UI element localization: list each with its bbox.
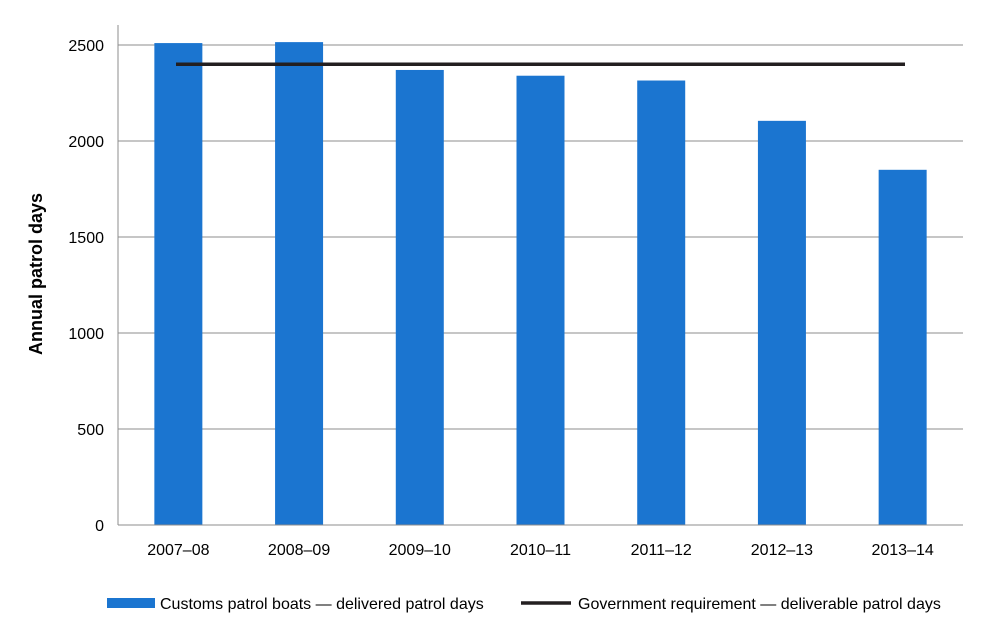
bar-2009–10	[395, 69, 444, 526]
y-tick-label: 2000	[68, 134, 104, 151]
x-tick-label: 2012–13	[751, 542, 813, 559]
y-tick-label: 0	[95, 518, 104, 535]
x-tick-label: 2013–14	[871, 542, 933, 559]
x-tick-label: 2009–10	[389, 542, 451, 559]
legend-label-requirement: Government requirement — deliverable pat…	[578, 596, 941, 613]
legend-swatch-delivered	[107, 598, 155, 608]
y-axis-title: Annual patrol days	[26, 193, 46, 355]
bars	[154, 42, 927, 526]
y-tick-label: 1000	[68, 326, 104, 343]
legend-label-delivered: Customs patrol boats — delivered patrol …	[160, 596, 484, 613]
y-tick-label: 1500	[68, 230, 104, 247]
x-tick-label: 2011–12	[631, 542, 692, 559]
bar-2010–11	[516, 75, 565, 525]
bar-2013–14	[878, 169, 927, 526]
y-tick-label: 500	[77, 422, 104, 439]
axes	[117, 25, 963, 526]
y-tick-label: 2500	[68, 38, 104, 55]
bar-2008–09	[275, 42, 324, 526]
x-tick-label: 2010–11	[510, 542, 571, 559]
bar-2007–08	[154, 43, 203, 526]
bar-2011–12	[637, 80, 686, 526]
legend: Customs patrol boats — delivered patrol …	[107, 596, 941, 613]
tick-labels: 0 500 1000 1500 2000 2500 2007–08 2008–09 2009–1…	[68, 38, 933, 559]
x-tick-label: 2008–09	[268, 542, 330, 559]
x-tick-label: 2007–08	[147, 542, 209, 559]
bar-2012–13	[757, 120, 806, 525]
